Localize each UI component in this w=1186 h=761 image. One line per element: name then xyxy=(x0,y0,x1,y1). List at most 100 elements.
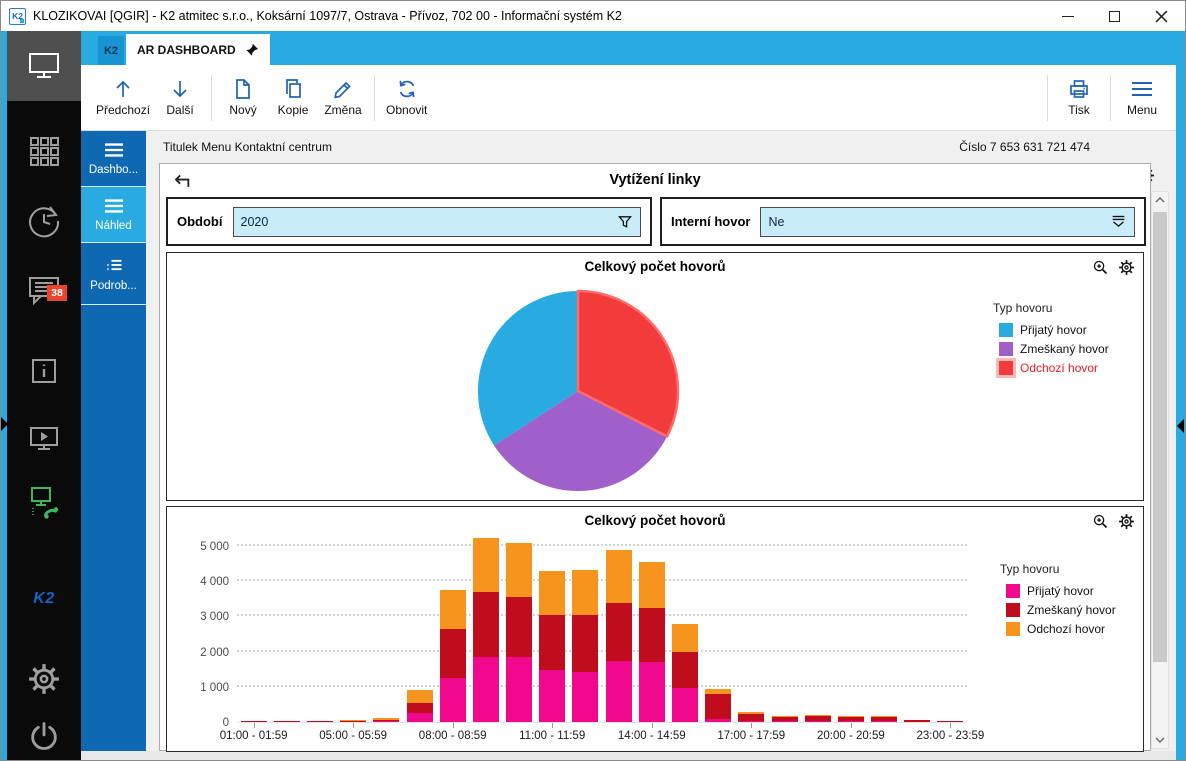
arrow-down-icon xyxy=(173,81,187,98)
bar-01:00[interactable] xyxy=(240,720,267,722)
next-button[interactable]: Další xyxy=(155,69,205,127)
content-area: Titulek Menu Kontaktní centrum Číslo 7 6… xyxy=(146,131,1185,752)
refresh-button[interactable]: Obnovit xyxy=(381,69,432,127)
nav-item-podrobnosti[interactable]: Podrob... xyxy=(81,243,146,305)
bar-18:00[interactable] xyxy=(771,715,798,722)
dropdown-icon[interactable] xyxy=(1110,214,1127,229)
bar-22:00[interactable] xyxy=(904,720,931,722)
tab-ar-dashboard[interactable]: AR DASHBOARD xyxy=(126,34,270,65)
rail-item-history[interactable] xyxy=(7,189,81,253)
rail-item-phone[interactable] xyxy=(7,471,81,535)
menu-title-text: Titulek Menu Kontaktní centrum xyxy=(163,140,332,154)
collapse-rail-arrow[interactable] xyxy=(1,417,8,431)
bar-07:00[interactable] xyxy=(406,690,433,722)
minimize-button[interactable] xyxy=(1044,1,1091,31)
filter-interni-hovor: Interní hovor Ne xyxy=(660,197,1146,246)
window-title: KLOZIKOVAI [QGIR] - K2 atmitec s.r.o., K… xyxy=(33,9,622,23)
vertical-scrollbar[interactable] xyxy=(1151,191,1169,749)
rail-item-desktop[interactable] xyxy=(7,31,81,101)
filter-funnel-icon[interactable] xyxy=(617,214,633,230)
nav-item-dashboard[interactable]: Dashbo... xyxy=(81,131,146,187)
legend-item-přijatý-hovor[interactable]: Přijatý hovor xyxy=(1000,584,1116,598)
bar-segment-zmeškaný-hovor xyxy=(904,720,931,722)
bar-15:00[interactable] xyxy=(672,624,698,722)
app-icon: K2 xyxy=(9,7,26,25)
pin-icon[interactable] xyxy=(245,43,259,57)
bar-10:00[interactable] xyxy=(506,542,532,722)
bar-05:00[interactable] xyxy=(340,719,367,722)
chart-settings-gear-icon[interactable] xyxy=(1118,513,1135,530)
previous-button[interactable]: Předchozí xyxy=(91,69,155,127)
bar-12:00[interactable] xyxy=(572,569,599,722)
close-button[interactable] xyxy=(1138,1,1185,31)
zoom-chart-icon[interactable] xyxy=(1092,513,1109,530)
nav-item-nahled[interactable]: Náhled xyxy=(81,187,146,243)
zoom-chart-icon[interactable] xyxy=(1092,259,1109,276)
maximize-button[interactable] xyxy=(1091,1,1138,31)
scrollbar-thumb[interactable] xyxy=(1153,212,1167,662)
rail-item-messages[interactable]: 38 xyxy=(7,259,81,323)
grid-icon xyxy=(30,137,59,166)
new-button[interactable]: Nový xyxy=(218,69,268,127)
x-axis-label: 11:00 - 11:59 xyxy=(519,730,586,742)
copy-button[interactable]: Kopie xyxy=(268,69,318,127)
bar-segment-přijatý-hovor xyxy=(373,721,400,722)
internal-call-filter-input[interactable]: Ne xyxy=(760,206,1135,237)
legend-item-odchozí-hovor[interactable]: Odchozí hovor xyxy=(1000,622,1116,636)
period-filter-input[interactable]: 2020 xyxy=(232,206,641,237)
print-button[interactable]: Tisk xyxy=(1054,69,1104,127)
bar-06:00[interactable] xyxy=(373,718,400,722)
chart-settings-gear-icon[interactable] xyxy=(1118,259,1135,276)
bar-23:00[interactable] xyxy=(937,720,964,722)
bar-segment-zmeškaný-hovor xyxy=(871,717,897,721)
bar-segment-přijatý-hovor xyxy=(738,720,765,722)
bar-14:00[interactable] xyxy=(638,561,665,722)
bar-segment-odchozí-hovor xyxy=(638,561,665,609)
tab-k2[interactable]: K2 xyxy=(98,36,124,65)
bar-17:00[interactable] xyxy=(738,711,765,722)
x-axis-tick xyxy=(253,723,255,728)
legend-item-zmeškaný-hovor[interactable]: Zmeškaný hovor xyxy=(1000,603,1116,617)
rail-item-tutorials[interactable] xyxy=(7,409,81,469)
pie-slice-zmeškaný-hovor[interactable] xyxy=(494,391,668,492)
legend-label: Přijatý hovor xyxy=(1020,323,1087,337)
bar-16:00[interactable] xyxy=(705,688,732,722)
bar-21:00[interactable] xyxy=(871,716,897,722)
pie-slice-přijatý-hovor[interactable] xyxy=(477,290,578,446)
arrow-up-icon xyxy=(116,80,130,97)
pie-slice-odchozí-hovor[interactable] xyxy=(576,289,680,439)
rail-item-settings[interactable] xyxy=(7,649,81,709)
bar-03:00[interactable] xyxy=(307,720,333,722)
bar-09:00[interactable] xyxy=(472,538,499,722)
rail-item-info[interactable] xyxy=(7,339,81,403)
dashboard-card: Vytížení linky Období 2020 Interní hovor xyxy=(159,163,1151,752)
bar-02:00[interactable] xyxy=(273,720,300,722)
bar-segment-odchozí-hovor xyxy=(771,715,798,717)
legend-item-přijatý-hovor[interactable]: Přijatý hovor xyxy=(993,323,1109,337)
bar-11:00[interactable] xyxy=(539,570,566,722)
record-number-text: Číslo 7 653 631 721 474 xyxy=(959,140,1090,154)
scroll-up-arrow[interactable] xyxy=(1152,192,1168,208)
bar-08:00[interactable] xyxy=(439,590,466,722)
bar-segment-zmeškaný-hovor xyxy=(273,720,300,722)
collapse-panel-arrow[interactable] xyxy=(1177,419,1184,433)
bar-19:00[interactable] xyxy=(804,715,831,722)
bar-segment-zmeškaný-hovor xyxy=(340,720,367,722)
back-button[interactable] xyxy=(170,171,192,190)
legend-item-odchozí-hovor[interactable]: Odchozí hovor xyxy=(993,361,1109,375)
rail-item-power[interactable] xyxy=(7,709,81,760)
legend-label: Zmeškaný hovor xyxy=(1020,342,1109,356)
menu-button[interactable]: Menu xyxy=(1117,69,1167,127)
toolbar-separator xyxy=(1110,74,1111,121)
bar-20:00[interactable] xyxy=(837,715,864,722)
scroll-down-arrow[interactable] xyxy=(1152,732,1168,748)
x-axis-tick xyxy=(751,723,753,728)
bar-13:00[interactable] xyxy=(605,549,632,722)
change-button[interactable]: Změna xyxy=(318,69,368,127)
bar-segment-odchozí-hovor xyxy=(439,590,466,630)
legend-item-zmeškaný-hovor[interactable]: Zmeškaný hovor xyxy=(993,342,1109,356)
rail-item-modules[interactable] xyxy=(7,119,81,183)
window-right-border xyxy=(1176,31,1185,760)
gridline xyxy=(237,579,967,582)
bar-segment-odchozí-hovor xyxy=(705,688,732,695)
